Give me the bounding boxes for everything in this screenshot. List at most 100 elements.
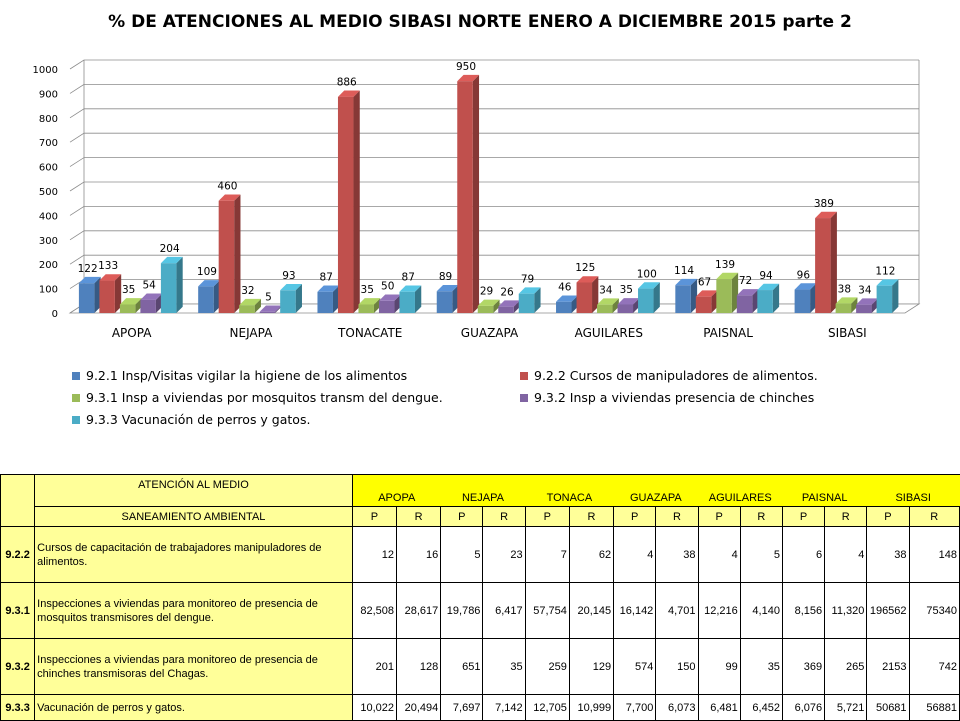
table-cell: 50681 bbox=[866, 694, 910, 721]
bar-apopa-s3 bbox=[119, 298, 142, 313]
legend-label: 9.3.3 Vacunación de perros y gatos. bbox=[86, 412, 311, 427]
data-label: 460 bbox=[217, 180, 237, 192]
legend-item: 9.3.3 Vacunación de perros y gatos. bbox=[72, 412, 310, 427]
gridline bbox=[69, 279, 919, 289]
table-cell: 10,999 bbox=[568, 694, 615, 721]
table-cell: 4,701 bbox=[655, 582, 699, 639]
bar-sibasi-s1 bbox=[794, 283, 817, 313]
bar-nejapa-s5 bbox=[280, 284, 302, 313]
data-labels: 122 133 35 54 204 109 460 32 5 93 87 886 35 50 87 89 950… bbox=[78, 61, 896, 304]
table-subheader-cell: P bbox=[781, 506, 826, 527]
chart-title: % DE ATENCIONES AL MEDIO SIBASI NORTE EN… bbox=[108, 12, 852, 32]
bar-aguilares-s4 bbox=[617, 298, 640, 313]
data-label: 114 bbox=[674, 265, 694, 277]
bar-paisnal-s5 bbox=[757, 283, 780, 313]
bar-paisnal-s4 bbox=[736, 289, 759, 313]
bar-tonacate-s3 bbox=[358, 298, 381, 313]
data-label: 32 bbox=[241, 285, 254, 297]
table-header-subtitle: SANEAMIENTO AMBIENTAL bbox=[34, 506, 353, 527]
table-cell: 259 bbox=[524, 638, 570, 695]
y-tick-label: 800 bbox=[39, 114, 58, 125]
bar-tonacate-s4 bbox=[378, 294, 401, 313]
table-subheader-cell: P bbox=[613, 506, 657, 527]
data-label: 89 bbox=[439, 271, 452, 283]
bar-tonacate-s1 bbox=[317, 285, 340, 313]
bar-sibasi-s5 bbox=[876, 279, 899, 313]
gridline bbox=[69, 205, 919, 216]
table-cell: 28,617 bbox=[396, 582, 442, 639]
gridline bbox=[69, 157, 919, 167]
table-subheader-row: SANEAMIENTO AMBIENTAL P R P R P R P R P R P R P R bbox=[1, 506, 960, 527]
bar-guazapa-s4 bbox=[498, 300, 521, 313]
bar-tonacate-s2 bbox=[337, 90, 360, 314]
data-label: 67 bbox=[698, 276, 711, 288]
data-label: 87 bbox=[402, 271, 415, 283]
table-row-description: Vacunación de perros y gatos. bbox=[34, 694, 353, 721]
y-tick-label: 200 bbox=[39, 260, 58, 271]
table-cell: 129 bbox=[568, 638, 615, 695]
legend-item: 9.2.1 Insp/Visitas vigilar la higiene de… bbox=[72, 368, 407, 383]
table-subheader-cell: R bbox=[482, 506, 526, 527]
table-cell: 12,216 bbox=[697, 582, 741, 639]
table-cell: 12 bbox=[351, 526, 398, 583]
table-cell: 20,145 bbox=[568, 582, 615, 639]
data-label: 112 bbox=[875, 265, 895, 277]
bar-aguilares-s2 bbox=[576, 276, 599, 313]
data-label: 35 bbox=[361, 284, 374, 296]
data-label: 886 bbox=[337, 77, 357, 89]
table-cell: 148 bbox=[908, 526, 960, 583]
table-row-description: Inspecciones a viviendas para monitoreo … bbox=[34, 638, 353, 695]
bar-guazapa-s3 bbox=[477, 299, 500, 313]
y-tick-label: 100 bbox=[39, 285, 58, 296]
data-label: 72 bbox=[739, 275, 752, 287]
data-label: 35 bbox=[122, 284, 135, 296]
table-cell: 8,156 bbox=[781, 582, 826, 639]
table-cell: 57,754 bbox=[524, 582, 570, 639]
data-label: 26 bbox=[500, 286, 514, 298]
table-cell: 5 bbox=[440, 526, 484, 583]
bar-paisnal-s2 bbox=[695, 290, 718, 313]
table-group-header: PAISNAL bbox=[782, 474, 867, 507]
table-subheader-cell: P bbox=[866, 506, 910, 527]
bar-apopa-s2 bbox=[99, 274, 122, 313]
legend-label: 9.3.2 Insp a viviendas presencia de chin… bbox=[534, 390, 815, 405]
x-axis: APOPA NEJAPA TONACATE GUAZAPA AGUILARES PAISN… bbox=[112, 326, 867, 340]
table-cell: 11,320 bbox=[824, 582, 868, 639]
data-label: 38 bbox=[838, 283, 851, 295]
table-subheader-cell: R bbox=[396, 506, 442, 527]
data-label: 79 bbox=[521, 273, 534, 285]
data-label: 54 bbox=[142, 280, 156, 292]
table-subheader-cell: R bbox=[655, 506, 699, 527]
bar-aguilares-s3 bbox=[597, 298, 619, 313]
data-label: 94 bbox=[759, 270, 773, 282]
table-cell: 35 bbox=[739, 638, 783, 695]
table-cell: 16 bbox=[396, 526, 442, 583]
table-group-header: TONACA bbox=[525, 474, 614, 507]
bar-nejapa-s2 bbox=[218, 194, 241, 313]
table-cell: 265 bbox=[824, 638, 868, 695]
table-cell: 56881 bbox=[908, 694, 960, 721]
legend-item: 9.2.2 Cursos de manipuladores de aliment… bbox=[520, 368, 818, 383]
data-label: 46 bbox=[558, 281, 572, 293]
table-cell: 16,142 bbox=[613, 582, 657, 639]
legend-swatch bbox=[72, 371, 80, 380]
table-group-header: GUAZAPA bbox=[613, 474, 699, 507]
bar-chart: 0 100 200 300 400 500 600 700 800 900 1000 122 133 3… bbox=[33, 59, 921, 340]
y-tick-label: 900 bbox=[39, 89, 58, 100]
x-tick-label: PAISNAL bbox=[703, 326, 753, 340]
y-tick-label: 600 bbox=[39, 163, 58, 174]
bars bbox=[78, 74, 899, 314]
table-cell: 10,022 bbox=[351, 694, 398, 721]
table-row-code: 9.3.3 bbox=[0, 694, 36, 721]
bar-apopa-s1 bbox=[78, 276, 101, 313]
data-label: 35 bbox=[620, 284, 633, 296]
table-cell: 4,140 bbox=[739, 582, 783, 639]
legend-label: 9.2.2 Cursos de manipuladores de aliment… bbox=[534, 368, 818, 383]
table-cell: 4 bbox=[697, 526, 741, 583]
table-cell: 369 bbox=[781, 638, 826, 695]
table-cell: 99 bbox=[697, 638, 741, 695]
table-cell: 5,721 bbox=[824, 694, 868, 721]
y-tick-label: 300 bbox=[39, 236, 58, 247]
gridline bbox=[69, 84, 919, 94]
bar-apopa-s5 bbox=[160, 256, 183, 313]
